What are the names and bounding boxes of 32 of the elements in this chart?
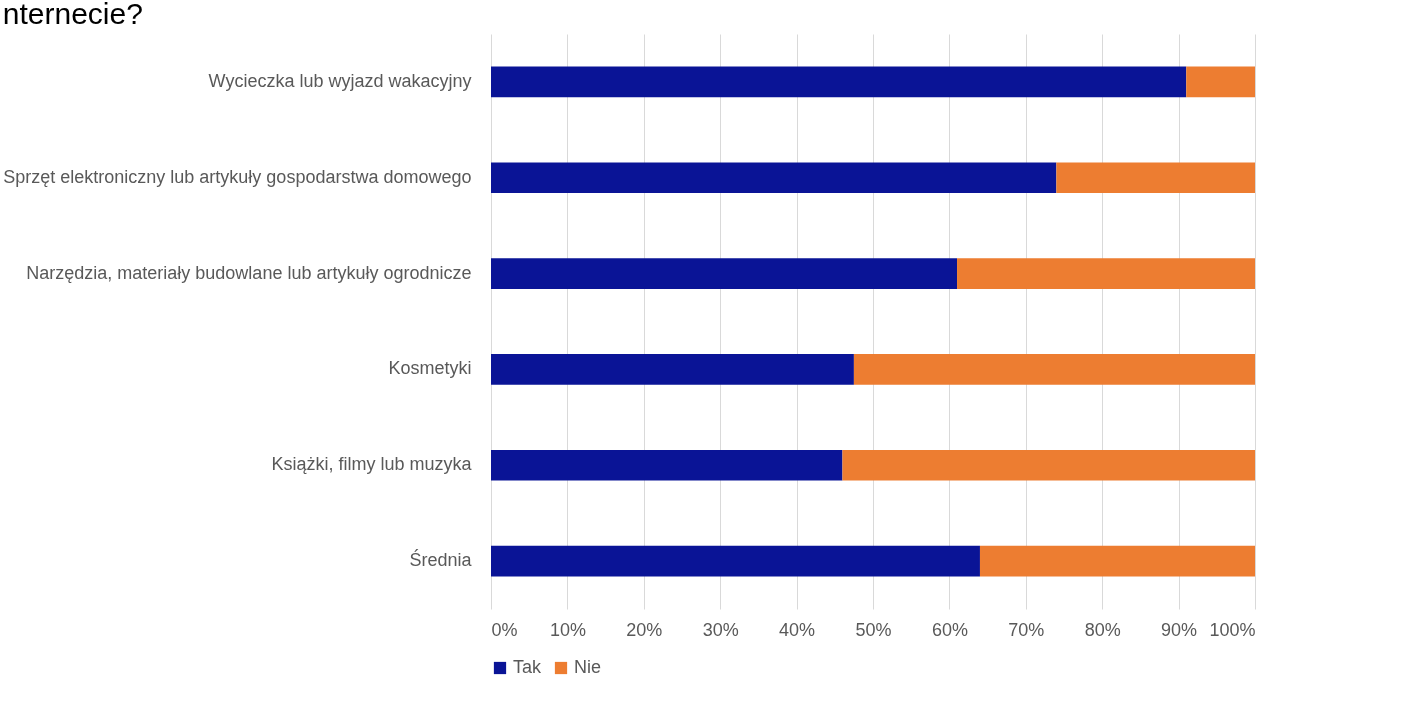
x-tick-label: 100% [1209, 619, 1256, 640]
bar [491, 354, 854, 385]
x-tick-label: 70% [1008, 619, 1045, 640]
bar [979, 545, 1255, 577]
text: nternecie? [2, 0, 143, 30]
y-tick-label: Sprzęt elektroniczny lub artykuły gospodarstwa domowego [3, 166, 472, 187]
y-tick-label: Kosmetyki [388, 358, 472, 379]
x-tick-label: 90% [1161, 619, 1198, 640]
x-tick-label: 50% [855, 619, 892, 640]
bar [853, 354, 1255, 385]
bar [1186, 66, 1255, 98]
x-tick-label: 10% [549, 619, 586, 640]
x-tick-label: 80% [1084, 619, 1121, 640]
bar [957, 258, 1255, 289]
x-tick-label: 60% [931, 619, 968, 640]
x-tick-label: 30% [702, 619, 739, 640]
x-tick-label: 0% [491, 619, 518, 640]
y-tick-label: Wycieczka lub wyjazd wakacyjny [208, 70, 472, 91]
y-tick-label: Średnia [409, 549, 473, 571]
x-tick-label: 20% [626, 619, 663, 640]
x-tick-label: 40% [779, 619, 816, 640]
legend-label: Nie [574, 657, 602, 677]
bar [1056, 162, 1255, 194]
bar [491, 258, 958, 289]
y-tick-label: Książki, filmy lub muzyka [271, 454, 473, 475]
bar [491, 162, 1057, 194]
bar [842, 449, 1255, 481]
bar [491, 449, 843, 481]
bar [491, 66, 1187, 98]
y-tick-label: Narzędzia, materiały budowlane lub artykuły ogrodnicze [26, 262, 472, 283]
bar [491, 545, 980, 577]
legend-label: Tak [513, 657, 543, 677]
